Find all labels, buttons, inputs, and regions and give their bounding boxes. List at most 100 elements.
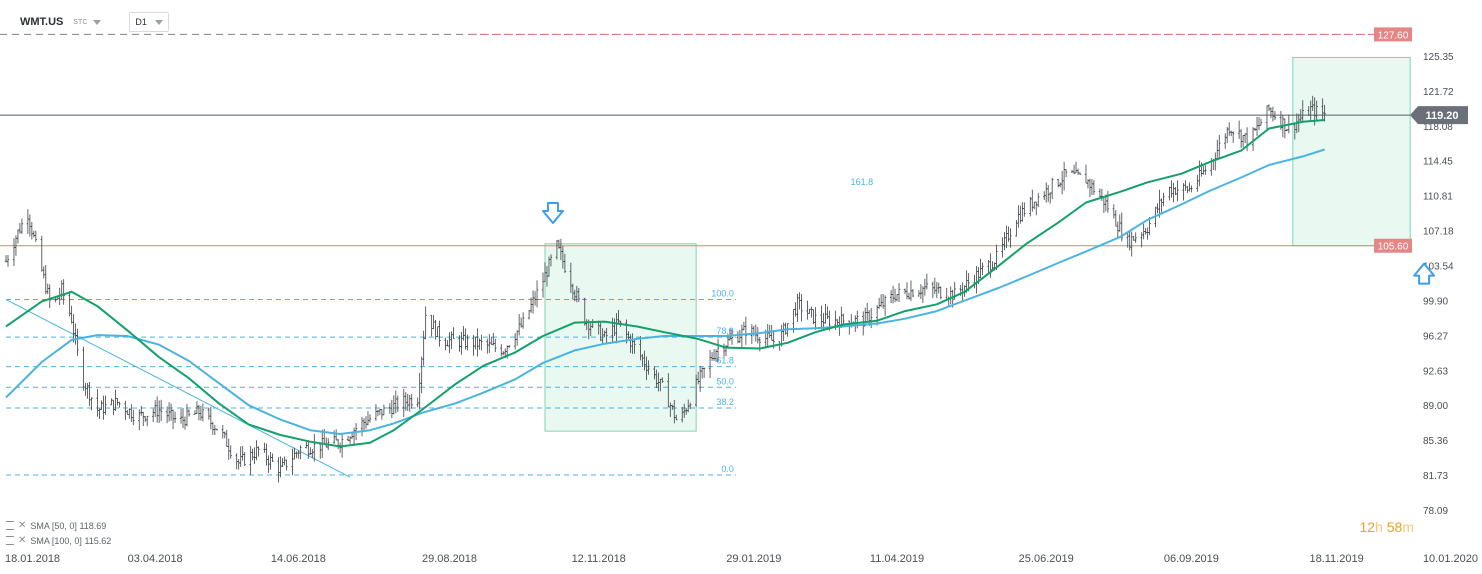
candle xyxy=(1058,182,1062,188)
candle xyxy=(778,341,781,351)
remove-indicator-close-icon[interactable]: ✕ xyxy=(18,520,27,531)
candle xyxy=(1283,118,1287,139)
candle xyxy=(382,404,386,416)
price-level-tag xyxy=(1374,27,1412,42)
candle xyxy=(490,336,493,345)
candle xyxy=(211,421,215,435)
price-level-label: 127.60 xyxy=(1378,30,1409,41)
candle xyxy=(446,340,449,347)
candle xyxy=(362,418,366,431)
sma50-legend: ✕ SMA [50, 0] 118.69 xyxy=(6,520,106,531)
candle xyxy=(159,399,163,422)
candle xyxy=(249,446,252,475)
fib-level-label: 78.6 xyxy=(716,326,734,336)
candle xyxy=(348,436,352,444)
candle xyxy=(140,405,143,416)
x-tick-label: 25.06.2019 xyxy=(1019,553,1074,565)
arrow-up-icon xyxy=(1413,262,1436,285)
candle xyxy=(1140,232,1143,248)
candle xyxy=(291,448,294,476)
candle xyxy=(422,330,425,366)
candle xyxy=(515,330,519,346)
candle xyxy=(394,390,398,414)
candle xyxy=(1146,227,1149,240)
candle xyxy=(283,456,286,466)
candle xyxy=(42,266,45,279)
candle xyxy=(478,338,481,350)
candle xyxy=(251,448,254,461)
timer-minutes-unit: m xyxy=(1402,519,1414,535)
fib-level-label: 100.0 xyxy=(711,289,734,299)
candle xyxy=(1218,134,1221,160)
candle xyxy=(1182,183,1185,201)
current-price-label: 119.20 xyxy=(1425,110,1458,122)
x-tick-label: 03.04.2018 xyxy=(128,553,183,565)
candle xyxy=(128,408,131,419)
symbol-dropdown-chevron-icon[interactable] xyxy=(93,19,102,25)
candle xyxy=(1271,106,1275,122)
candle xyxy=(476,328,479,357)
candle xyxy=(1255,116,1259,136)
candle xyxy=(1214,152,1217,171)
candle xyxy=(102,395,105,420)
candle xyxy=(923,278,927,296)
x-tick-label: 14.06.2018 xyxy=(271,553,326,565)
symbol-label[interactable]: WMT.US xyxy=(20,16,64,28)
candle xyxy=(1017,205,1020,228)
candle xyxy=(458,335,461,352)
candle xyxy=(297,450,300,459)
candle xyxy=(881,294,885,309)
candle xyxy=(360,417,364,437)
candle xyxy=(213,424,217,435)
candle xyxy=(130,404,133,423)
candle xyxy=(1019,205,1022,224)
candle xyxy=(155,396,159,423)
sma50-line xyxy=(5,119,1325,448)
candle xyxy=(605,327,608,345)
candle xyxy=(995,244,998,271)
timeframe-selector[interactable]: D1 xyxy=(129,12,169,32)
candle xyxy=(563,253,567,274)
candle xyxy=(169,403,173,421)
candle xyxy=(424,306,427,340)
candle xyxy=(90,397,93,411)
candle xyxy=(752,325,756,337)
settings-lines-icon[interactable] xyxy=(6,536,14,545)
candle xyxy=(700,367,704,379)
candle xyxy=(531,290,535,314)
y-tick-label: 110.81 xyxy=(1423,192,1453,203)
settings-lines-icon[interactable] xyxy=(6,521,14,530)
candle xyxy=(738,330,742,343)
candle xyxy=(392,395,396,415)
remove-indicator-close-icon[interactable]: ✕ xyxy=(18,535,27,546)
candle xyxy=(1134,232,1137,243)
candle xyxy=(6,255,10,267)
candle xyxy=(1084,164,1088,184)
candle xyxy=(277,457,280,483)
candle xyxy=(883,295,887,316)
candle xyxy=(1116,221,1120,240)
candle xyxy=(866,302,869,321)
y-tick-label: 92.63 xyxy=(1423,366,1448,377)
trendline xyxy=(5,299,351,478)
candle xyxy=(1045,182,1048,203)
candle xyxy=(110,398,113,406)
candle xyxy=(241,445,244,461)
candle xyxy=(1088,178,1092,198)
candle xyxy=(165,406,169,424)
candle xyxy=(462,326,465,341)
candle-countdown-timer: 12h 58m xyxy=(1359,519,1414,535)
candle xyxy=(494,338,497,353)
candle xyxy=(151,408,155,423)
candle xyxy=(416,397,419,408)
candle xyxy=(30,221,34,240)
candle xyxy=(12,238,16,266)
x-tick-label: 18.11.2019 xyxy=(1309,553,1363,565)
candle xyxy=(1267,104,1271,112)
candle xyxy=(408,395,411,412)
candle xyxy=(1078,172,1082,175)
candle xyxy=(173,411,177,424)
y-tick-label: 107.18 xyxy=(1423,227,1454,238)
price-level-tag xyxy=(1374,238,1412,253)
